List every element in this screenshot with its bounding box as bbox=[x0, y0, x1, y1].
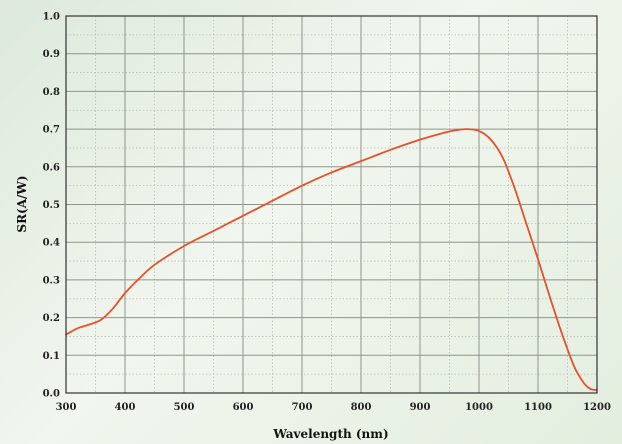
minor-grid bbox=[66, 16, 597, 393]
y-tick-label: 0.8 bbox=[43, 87, 60, 98]
x-tick-label: 1000 bbox=[465, 402, 493, 413]
x-axis-ticks: 300 400 500 600 700 800 900 1000 1100 1200 bbox=[56, 402, 611, 413]
x-tick-label: 400 bbox=[115, 402, 136, 413]
x-tick-label: 700 bbox=[292, 402, 313, 413]
y-tick-label: 0.2 bbox=[43, 313, 60, 324]
y-axis-title: SR(A/W) bbox=[15, 175, 29, 232]
spectral-response-line bbox=[65, 128, 598, 391]
x-tick-label: 600 bbox=[233, 402, 254, 413]
x-tick-label: 1200 bbox=[583, 402, 611, 413]
x-tick-label: 300 bbox=[56, 402, 77, 413]
x-tick-label: 800 bbox=[351, 402, 372, 413]
y-tick-label: 0.4 bbox=[43, 238, 60, 249]
y-tick-label: 0.9 bbox=[43, 49, 60, 60]
y-tick-label: 0.3 bbox=[43, 275, 60, 286]
x-tick-label: 900 bbox=[410, 402, 431, 413]
y-tick-label: 0.0 bbox=[43, 389, 60, 400]
y-axis-ticks: 0.0 0.1 0.2 0.3 0.4 0.5 0.6 0.7 0.8 0.9 1.0 bbox=[43, 12, 60, 400]
x-tick-label: 1100 bbox=[524, 402, 552, 413]
y-tick-label: 1.0 bbox=[43, 12, 60, 23]
plot-frame bbox=[65, 15, 598, 394]
y-tick-label: 0.1 bbox=[43, 351, 60, 362]
y-tick-label: 0.7 bbox=[43, 125, 60, 136]
data-points bbox=[66, 129, 597, 390]
y-tick-label: 0.5 bbox=[43, 200, 60, 211]
x-tick-label: 500 bbox=[174, 402, 195, 413]
y-tick-label: 0.6 bbox=[43, 162, 60, 173]
x-axis-title: Wavelength (nm) bbox=[272, 427, 388, 441]
